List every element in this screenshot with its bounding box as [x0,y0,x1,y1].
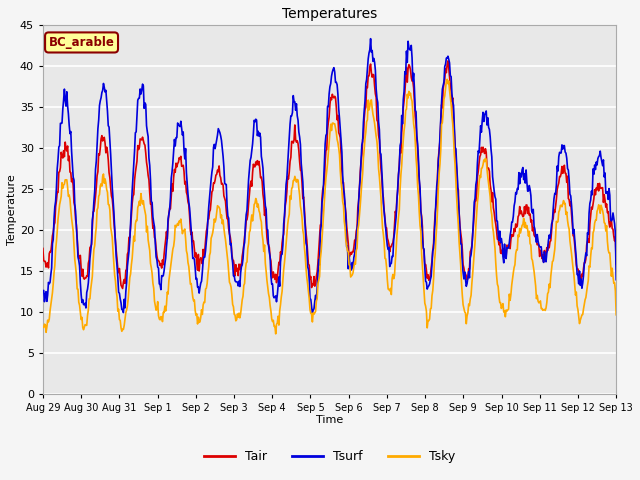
Tsurf [418,217,426,223]
Tsurf [197,280,205,286]
X-axis label: Time: Time [316,415,343,425]
Tsky [612,312,620,318]
Title: Temperatures: Temperatures [282,7,377,21]
Tair [417,208,425,214]
Line: Tsurf: Tsurf [43,39,616,313]
Tsurf [108,184,116,190]
Tsurf [308,310,316,316]
Tair [39,246,47,252]
Tair [49,229,57,235]
Tsky [444,76,451,82]
Tair [119,286,127,291]
Tsurf [49,237,57,242]
Tsky [417,229,425,235]
Tsky [108,235,116,240]
Tsky [272,331,280,337]
Tsurf [166,194,174,200]
Line: Tair: Tair [43,61,616,288]
Text: BC_arable: BC_arable [49,36,115,49]
Tair [108,196,116,202]
Tair [444,58,452,64]
Tsurf [39,288,47,294]
Tair [400,98,408,104]
Tsurf [401,69,409,74]
Line: Tsky: Tsky [43,79,616,334]
Y-axis label: Temperature: Temperature [7,174,17,245]
Tair [198,256,205,262]
Legend: Tair, Tsurf, Tsky: Tair, Tsurf, Tsky [198,445,460,468]
Tsky [49,281,57,287]
Tair [612,261,620,267]
Tsurf [612,277,620,283]
Tsky [166,266,174,272]
Tsky [39,324,47,330]
Tsky [400,128,408,133]
Tsurf [367,36,374,42]
Tair [168,193,175,199]
Tsky [197,314,205,320]
